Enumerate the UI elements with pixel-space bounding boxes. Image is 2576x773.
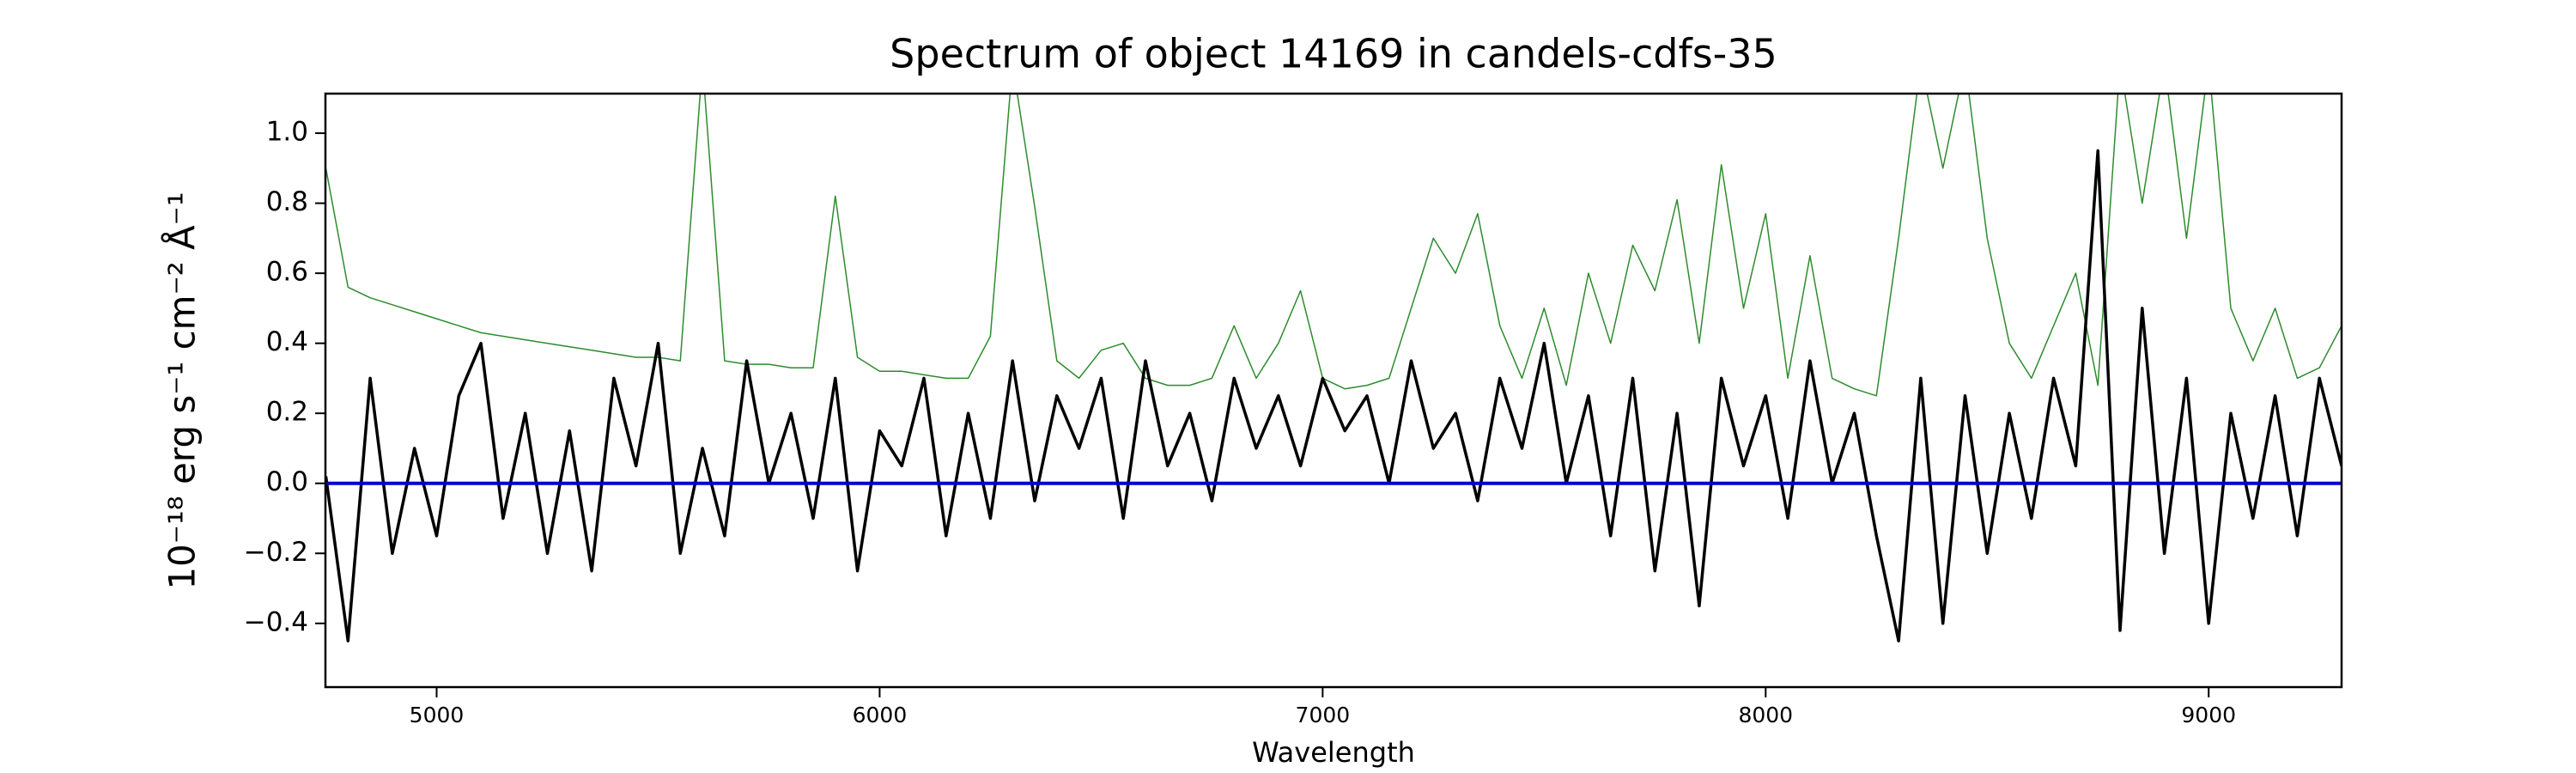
y-tick-label: 0.4 [266,326,308,357]
x-axis-label: Wavelength [1252,736,1415,769]
x-tick-label: 5000 [410,703,465,727]
spectrum-line [325,94,2342,397]
y-tick-label: 0.0 [266,466,308,497]
y-axis-label: 10⁻¹⁸ erg s⁻¹ cm⁻² Å⁻¹ [161,192,204,589]
plot-lines [325,94,2342,642]
x-tick-label: 9000 [2181,703,2236,727]
y-tick-label: −0.4 [244,606,308,637]
spectrum-line [325,149,2342,642]
y-tick-label: −0.2 [244,537,308,568]
x-tick-label: 6000 [853,703,908,727]
plot-frame [324,92,2343,689]
chart-title: Spectrum of object 14169 in candels-cdfs… [890,31,1777,77]
x-tick-label: 7000 [1296,703,1351,727]
y-tick-label: 0.6 [266,257,308,288]
y-tick-label: 0.8 [266,186,308,217]
y-tick-label: 1.0 [266,117,308,148]
y-tick-label: 0.2 [266,397,308,428]
x-tick-label: 8000 [1738,703,1793,727]
